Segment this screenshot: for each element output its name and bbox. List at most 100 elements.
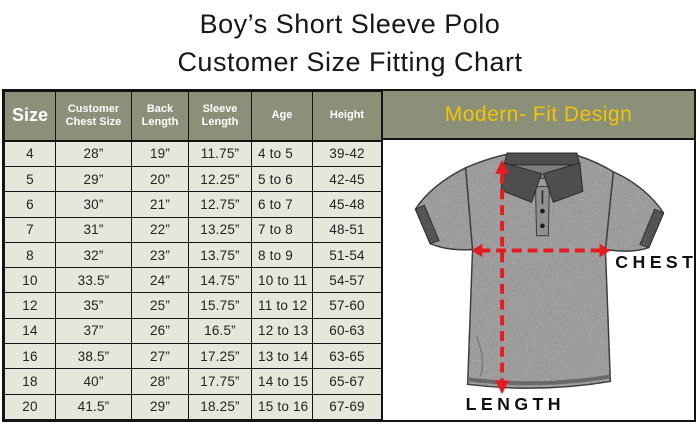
column-header: Back Length <box>131 91 189 142</box>
table-cell: 10 to 11 <box>251 267 313 294</box>
polo-shirt-drawing: CHEST LENGTH <box>414 152 694 414</box>
table-cell: 25” <box>131 292 189 319</box>
shirt-collar <box>500 152 584 237</box>
table-cell: 17.25” <box>188 343 252 370</box>
table-cell: 5 <box>4 166 56 193</box>
table-cell: 6 to 7 <box>251 191 313 218</box>
table-cell: 8 to 9 <box>251 241 313 269</box>
table-cell: 54-57 <box>312 267 382 294</box>
table-cell: 37” <box>55 317 132 345</box>
table-cell: 67-69 <box>312 393 382 421</box>
table-cell: 12 <box>4 292 56 319</box>
table-row: 12 35” 25” 15.75” 11 to 12 57-60 <box>4 292 382 319</box>
table-cell: 32” <box>55 241 132 269</box>
table-cell: 16 <box>4 343 56 370</box>
table-cell: 27” <box>131 343 189 370</box>
table-cell: 14 to 15 <box>251 368 313 395</box>
fitting-chart: Size Customer Chest Size Back Length Sleeve… <box>2 89 696 422</box>
table-cell: 20” <box>131 166 189 193</box>
table-cell: 12.75” <box>188 191 252 218</box>
table-row: 16 38.5” 27” 17.25” 13 to 14 63-65 <box>4 343 382 370</box>
table-cell: 28” <box>55 139 132 168</box>
table-cell: 29” <box>55 166 132 193</box>
table-cell: 13.25” <box>188 216 252 243</box>
size-table: Size Customer Chest Size Back Length Sleeve… <box>4 91 382 421</box>
table-row: 18 40” 28” 17.75” 14 to 15 65-67 <box>4 368 382 395</box>
length-measure-arrow <box>495 159 509 395</box>
chest-measure-arrow <box>471 243 611 258</box>
table-cell: 16.5” <box>188 317 252 345</box>
table-cell: 20 <box>4 393 56 421</box>
table-cell: 28” <box>131 368 189 395</box>
panel-header-label: Modern- Fit Design <box>444 102 633 126</box>
chest-label: CHEST <box>615 252 694 272</box>
table-cell: 13.75” <box>188 241 252 269</box>
table-cell: 5 to 6 <box>251 166 313 193</box>
table-cell: 11 to 12 <box>251 292 313 319</box>
table-cell: 48-51 <box>312 216 382 243</box>
table-cell: 26” <box>131 317 189 345</box>
table-cell: 60-63 <box>312 317 382 345</box>
title-line-2: Customer Size Fitting Chart <box>177 47 523 77</box>
button <box>540 223 545 229</box>
column-header: Size <box>4 91 56 142</box>
table-cell: 7 to 8 <box>251 216 313 243</box>
table-cell: 21” <box>131 191 189 218</box>
title-line-1: Boy’s Short Sleeve Polo <box>199 9 501 39</box>
column-header: Sleeve Length <box>188 91 252 142</box>
table-row: 14 37” 26” 16.5” 12 to 13 60-63 <box>4 317 382 345</box>
table-cell: 39-42 <box>312 139 382 168</box>
table-cell: 65-67 <box>312 368 382 395</box>
shirt-illustration: CHEST LENGTH <box>383 140 694 420</box>
table-cell: 15 to 16 <box>251 393 313 421</box>
table-row: 6 30” 21” 12.75” 6 to 7 45-48 <box>4 191 382 218</box>
design-panel: Modern- Fit Design <box>382 91 694 420</box>
table-cell: 45-48 <box>312 191 382 218</box>
column-header: Customer Chest Size <box>55 91 132 142</box>
table-cell: 38.5” <box>55 343 132 370</box>
table-cell: 30” <box>55 191 132 218</box>
table-row: 7 31” 22” 13.25” 7 to 8 48-51 <box>4 216 382 243</box>
table-cell: 7 <box>4 216 56 243</box>
table-cell: 13 to 14 <box>251 343 313 370</box>
table-cell: 42-45 <box>312 166 382 193</box>
table-cell: 23” <box>131 241 189 269</box>
table-cell: 19” <box>131 139 189 168</box>
table-row: 5 29” 20” 12.25” 5 to 6 42-45 <box>4 166 382 193</box>
table-cell: 17.75” <box>188 368 252 395</box>
table-cell: 12.25” <box>188 166 252 193</box>
length-label: LENGTH <box>466 394 565 414</box>
table-cell: 11.75” <box>188 139 252 168</box>
table-cell: 6 <box>4 191 56 218</box>
button <box>540 208 545 214</box>
table-cell: 10 <box>4 267 56 294</box>
table-cell: 63-65 <box>312 343 382 370</box>
table-cell: 35” <box>55 292 132 319</box>
table-cell: 31” <box>55 216 132 243</box>
table-cell: 14.75” <box>188 267 252 294</box>
table-cell: 4 <box>4 139 56 168</box>
table-cell: 8 <box>4 241 56 269</box>
table-cell: 24” <box>131 267 189 294</box>
page-title: Boy’s Short Sleeve Polo Customer Size Fi… <box>0 0 700 81</box>
table-cell: 41.5” <box>55 393 132 421</box>
table-cell: 57-60 <box>312 292 382 319</box>
table-cell: 14 <box>4 317 56 345</box>
table-cell: 18 <box>4 368 56 395</box>
table-cell: 29” <box>131 393 189 421</box>
table-cell: 12 to 13 <box>251 317 313 345</box>
table-cell: 40” <box>55 368 132 395</box>
panel-header: Modern- Fit Design <box>383 91 694 140</box>
table-cell: 51-54 <box>312 241 382 269</box>
header-row: Size Customer Chest Size Back Length Sleeve… <box>4 91 382 142</box>
table-cell: 15.75” <box>188 292 252 319</box>
table-cell: 4 to 5 <box>251 139 313 168</box>
table-row: 10 33.5” 24” 14.75” 10 to 11 54-57 <box>4 267 382 294</box>
table-cell: 22” <box>131 216 189 243</box>
column-header: Age <box>251 91 313 142</box>
column-header: Height <box>312 91 382 142</box>
table-row: 20 41.5” 29” 18.25” 15 to 16 67-69 <box>4 393 382 421</box>
size-table-body: 4 28” 19” 11.75” 4 to 5 39-42 5 29” 20” 12.25” 5 t… <box>4 139 382 421</box>
table-row: 8 32” 23” 13.75” 8 to 9 51-54 <box>4 241 382 269</box>
